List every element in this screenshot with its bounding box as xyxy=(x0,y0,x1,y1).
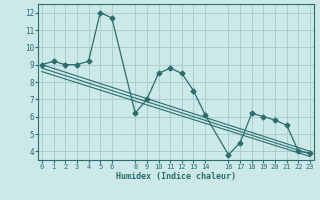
X-axis label: Humidex (Indice chaleur): Humidex (Indice chaleur) xyxy=(116,172,236,181)
